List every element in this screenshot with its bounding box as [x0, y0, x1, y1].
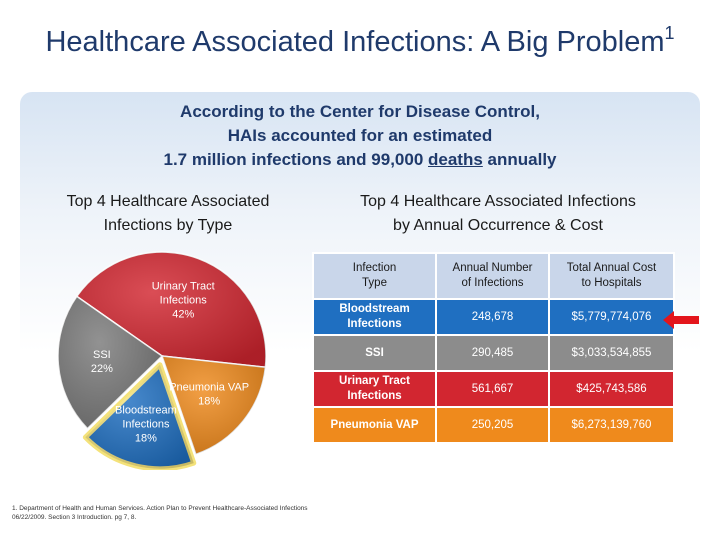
row-cost: $425,743,586 — [547, 370, 676, 408]
pie-label-urinary-tract: Urinary Tract Infections 42% — [152, 281, 215, 321]
table-row-urinary-tract: Urinary Tract Infections 561,667 $425,743… — [311, 370, 676, 408]
slide-title: Healthcare Associated Infections: A Big … — [30, 14, 690, 61]
pie-slice-shading — [76, 252, 266, 368]
pie-slice-shading — [85, 364, 194, 469]
table-row-ssi: SSI 290,485 $3,033,534,855 — [311, 334, 676, 372]
pie-heading-line-1: Top 4 Healthcare Associated — [66, 193, 270, 210]
row-cost: $6,273,139,760 — [547, 406, 676, 444]
highlight-arrow-icon — [663, 311, 699, 329]
table-heading-line-1: Top 4 Healthcare Associated Infections — [360, 193, 636, 210]
pie-slice-shading — [162, 356, 266, 455]
table-heading: Top 4 Healthcare Associated Infections b… — [318, 190, 678, 238]
pie-label-ssi: SSI 22% — [91, 349, 113, 375]
pie-label-line: SSI — [93, 349, 111, 361]
row-type: SSI — [311, 334, 438, 372]
pie-label-line: Pneumonia VAP — [169, 382, 249, 394]
table-row-bloodstream: Bloodstream Infections 248,678 $5,779,774… — [311, 298, 676, 336]
row-infections: 250,205 — [435, 406, 550, 444]
pie-label-pneumonia-vap: Pneumonia VAP 18% — [169, 382, 249, 408]
pie-label-line: 42% — [172, 309, 194, 321]
row-type: Urinary Tract Infections — [311, 370, 438, 408]
header-infection-type: Infection Type — [311, 252, 438, 300]
row-cost: $5,779,774,076 — [547, 298, 676, 336]
header-total-cost: Total Annual Cost to Hospitals — [547, 252, 676, 300]
pie-label-line: Infections — [122, 418, 170, 430]
hai-cost-table: Infection Type Annual Number of Infections… — [311, 252, 676, 444]
statement-line-3-end: annually — [482, 150, 557, 169]
pie-label-line: Infections — [160, 295, 208, 307]
hai-pie-chart: Urinary Tract Infections 42% Pneumonia VAP 1… — [57, 251, 267, 470]
pie-heading: Top 4 Healthcare Associated Infections b… — [30, 190, 306, 238]
pie-label-line: Bloodstream — [115, 404, 177, 416]
footnote-line-2: 06/22/2009. Section 3 Introduction. pg 7… — [12, 514, 137, 521]
pie-heading-line-2: Infections by Type — [103, 217, 233, 234]
row-type: Bloodstream Infections — [311, 298, 438, 336]
row-infections: 561,667 — [435, 370, 550, 408]
pie-label-bloodstream: Bloodstream Infections 18% — [115, 404, 177, 444]
footnote-line-1: 1. Department of Health and Human Servic… — [12, 505, 308, 512]
statement-line-3: 1.7 million infections and 99,000 deaths… — [40, 148, 680, 172]
statement-line-1: According to the Center for Disease Cont… — [180, 102, 540, 121]
title-footnote-marker: 1 — [664, 23, 675, 43]
table-header-row: Infection Type Annual Number of Infections… — [311, 252, 676, 300]
statement-line-2: HAIs accounted for an estimated — [227, 126, 493, 145]
table-heading-line-2: by Annual Occurrence & Cost — [393, 217, 603, 234]
row-infections: 248,678 — [435, 298, 550, 336]
pie-label-line: 18% — [198, 396, 220, 408]
pie-label-line: 18% — [135, 432, 157, 444]
pie-slice-shading — [58, 296, 163, 429]
pie-label-line: Urinary Tract — [152, 281, 215, 293]
row-infections: 290,485 — [435, 334, 550, 372]
row-type: Pneumonia VAP — [311, 406, 438, 444]
header-annual-number: Annual Number of Infections — [435, 252, 550, 300]
cdc-statement: According to the Center for Disease Cont… — [40, 100, 680, 172]
row-cost: $3,033,534,855 — [547, 334, 676, 372]
title-text: Healthcare Associated Infections: A Big … — [45, 26, 665, 58]
footnote: 1. Department of Health and Human Servic… — [12, 504, 612, 522]
statement-deaths-word: deaths — [428, 150, 483, 169]
table-row-pneumonia-vap: Pneumonia VAP 250,205 $6,273,139,760 — [311, 406, 676, 444]
pie-label-line: 22% — [91, 363, 113, 375]
statement-line-3-start: 1.7 million infections and 99,000 — [163, 150, 429, 169]
